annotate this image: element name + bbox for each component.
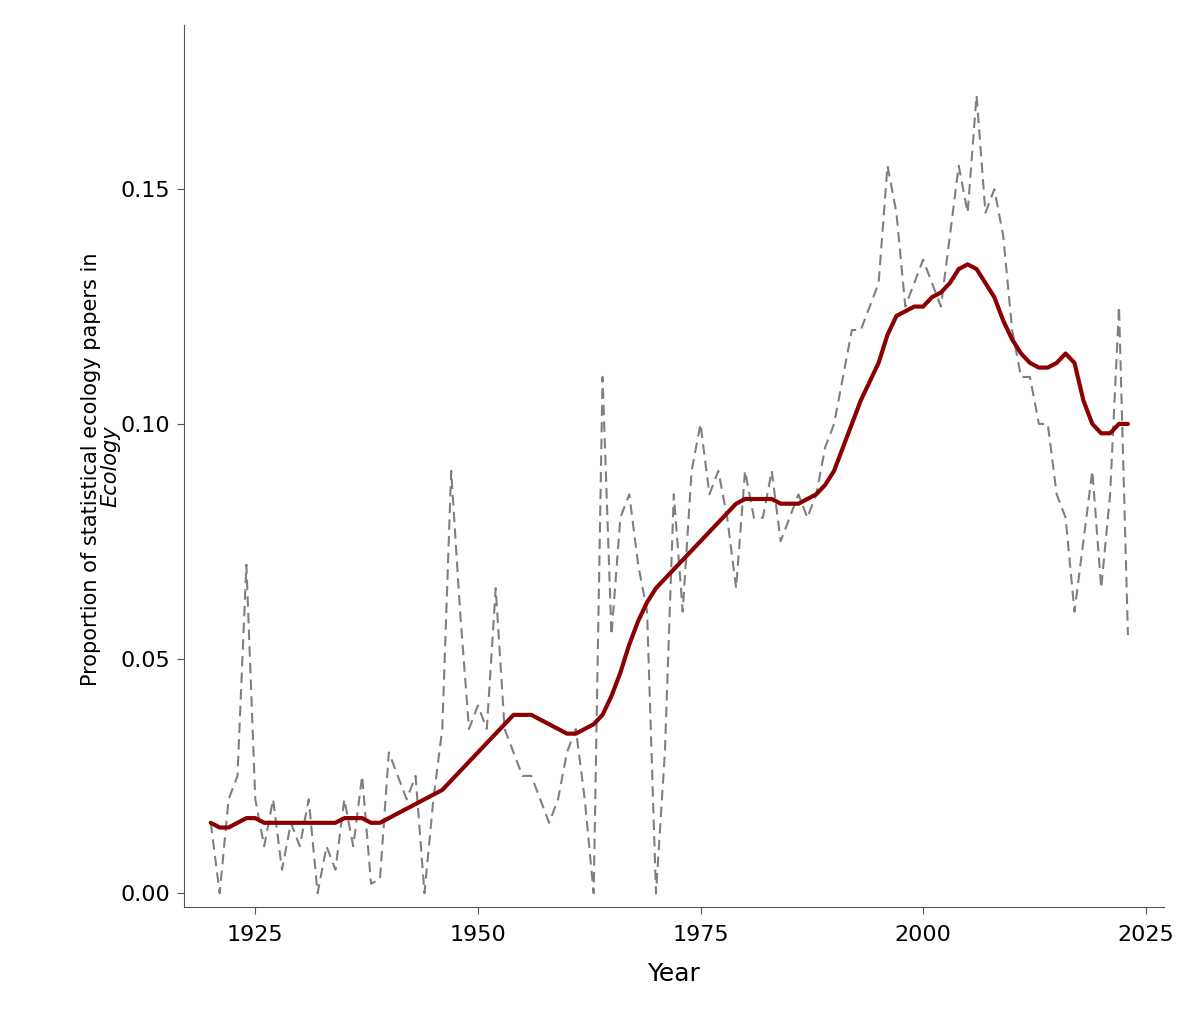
- Text: Ecology: Ecology: [101, 426, 121, 507]
- X-axis label: Year: Year: [647, 962, 701, 986]
- Text: Proportion of statistical ecology papers in: Proportion of statistical ecology papers…: [80, 246, 101, 686]
